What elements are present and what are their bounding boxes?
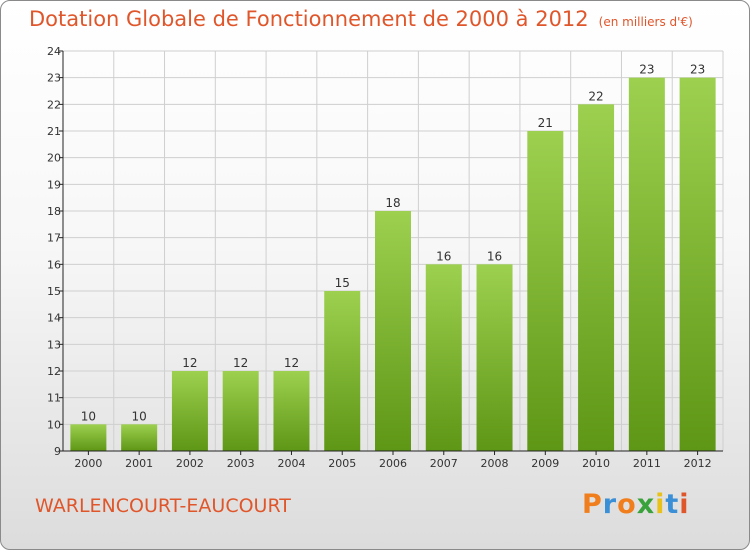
bar (273, 371, 310, 451)
y-tick-label: 13 (47, 338, 61, 351)
x-tick-label: 2000 (74, 457, 102, 470)
y-tick-label: 24 (47, 45, 61, 58)
commune-name: WARLENCOURT-EAUCOURT (35, 495, 291, 517)
y-tick-label: 11 (47, 392, 61, 405)
x-tick-label: 2009 (531, 457, 559, 470)
logo-letter: i (679, 489, 690, 520)
bar-value-label: 12 (284, 356, 299, 370)
y-tick-label: 9 (54, 445, 61, 458)
y-tick-label: 20 (47, 152, 61, 165)
bar-value-label: 12 (233, 356, 248, 370)
chart-title-text: Dotation Globale de Fonctionnement de 20… (29, 7, 589, 31)
y-tick-label: 17 (47, 232, 61, 245)
logo-letter: t (665, 489, 680, 520)
bar (375, 211, 411, 451)
bar-value-label: 10 (81, 409, 96, 423)
chart-unit-note: (en milliers d'€) (598, 15, 693, 29)
bar-value-label: 16 (487, 249, 502, 263)
bar (527, 131, 564, 451)
bar-value-label: 12 (182, 356, 197, 370)
logo-letter: P (582, 489, 603, 520)
x-tick-label: 2007 (430, 457, 458, 470)
x-tick-label: 2006 (379, 457, 407, 470)
x-tick-label: 2001 (125, 457, 153, 470)
bar-value-label: 21 (538, 116, 553, 130)
y-tick-label: 22 (47, 98, 61, 111)
x-tick-label: 2002 (176, 457, 204, 470)
y-tick-label: 19 (47, 178, 61, 191)
chart-title: Dotation Globale de Fonctionnement de 20… (29, 7, 693, 31)
logo-letter: i (655, 489, 666, 520)
y-tick-label: 18 (47, 205, 61, 218)
bar-value-label: 10 (132, 409, 147, 423)
bar (70, 424, 107, 451)
proxiti-logo: Proxiti (582, 489, 690, 520)
y-tick-label: 10 (47, 418, 61, 431)
y-tick-label: 16 (47, 258, 61, 271)
bar (222, 371, 259, 451)
x-tick-label: 2005 (328, 457, 356, 470)
y-tick-label: 15 (47, 285, 61, 298)
y-tick-label: 21 (47, 125, 61, 138)
y-tick-label: 14 (47, 312, 61, 325)
bar-value-label: 18 (385, 196, 400, 210)
bar-value-label: 15 (335, 276, 350, 290)
x-tick-label: 2004 (277, 457, 305, 470)
y-tick-label: 12 (47, 365, 61, 378)
bar (121, 424, 158, 451)
logo-letter: r (602, 489, 618, 520)
bar (324, 291, 361, 451)
bar-value-label: 23 (690, 63, 705, 77)
x-tick-label: 2010 (582, 457, 610, 470)
x-tick-label: 2008 (481, 457, 509, 470)
x-tick-label: 2011 (633, 457, 661, 470)
logo-letter: x (636, 489, 656, 520)
y-tick-label: 23 (47, 72, 61, 85)
x-tick-label: 2003 (227, 457, 255, 470)
bar (679, 77, 716, 452)
logo-letter: o (617, 489, 637, 520)
bar (628, 77, 665, 452)
bars: 10 10 12 12 12 15 18 16 16 21 22 23 23 (70, 63, 716, 452)
bar (578, 104, 615, 451)
bar-value-label: 22 (588, 89, 603, 103)
bar (171, 371, 208, 451)
bar-value-label: 16 (436, 249, 451, 263)
bar (425, 264, 462, 451)
x-tick-label: 2012 (684, 457, 712, 470)
bar (476, 264, 513, 451)
bar-value-label: 23 (639, 63, 654, 77)
axes: 9 10 11 12 13 14 15 16 17 18 19 20 21 22 23 24 2000 2001 2… (47, 45, 723, 470)
